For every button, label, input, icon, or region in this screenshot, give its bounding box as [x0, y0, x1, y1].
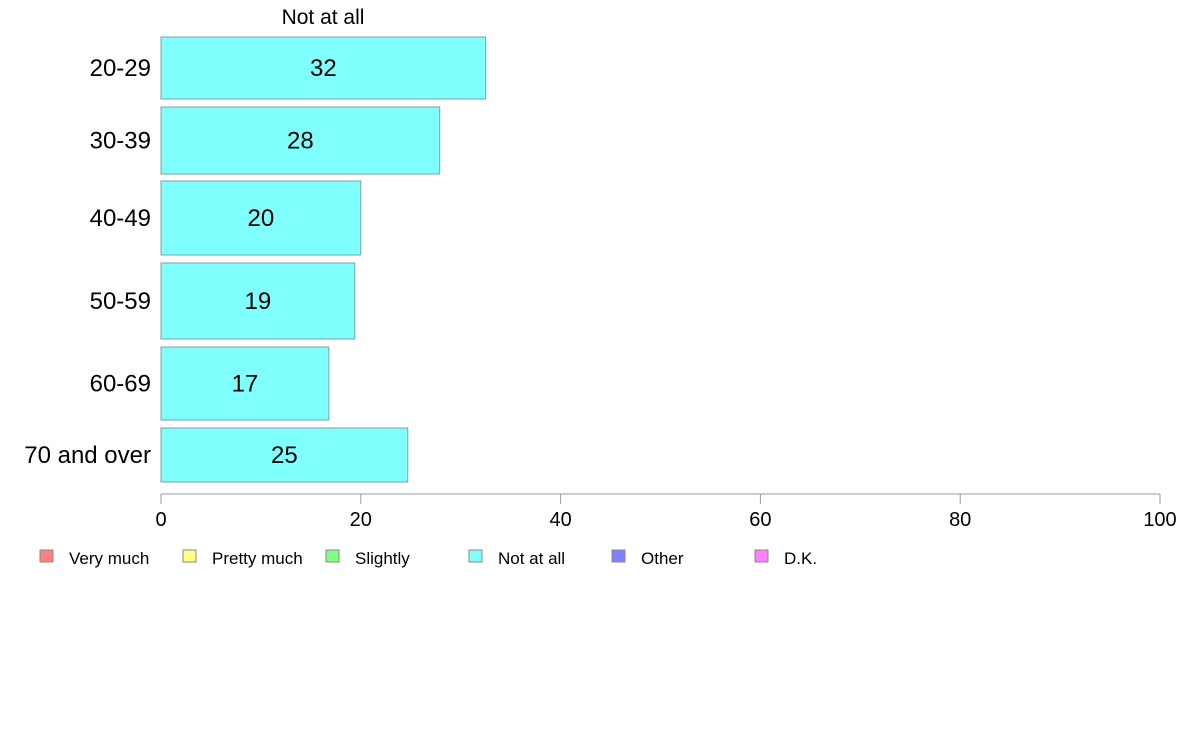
x-tick-label: 20 [350, 509, 372, 531]
legend-label: Slightly [355, 549, 410, 568]
legend-label: Very much [69, 549, 149, 568]
bar-value-label: 25 [271, 442, 298, 469]
legend-swatch [182, 549, 197, 563]
x-tick-label: 40 [549, 509, 571, 531]
x-tick-label: 60 [749, 509, 771, 531]
x-axis: 0 20 40 60 80 100 [155, 493, 1177, 531]
legend-swatch [468, 549, 483, 563]
category-label: 30-39 [90, 128, 151, 155]
bar-value-label: 32 [310, 55, 337, 82]
x-tick-label: 80 [949, 509, 971, 531]
legend-swatch [611, 549, 626, 563]
legend-label: Pretty much [212, 549, 303, 568]
bar-40-49 [160, 180, 362, 256]
bar-value-label: 20 [248, 205, 275, 232]
bars-group: 32 20-29 28 30-39 20 40-49 19 50-59 17 60-69 25 70 … [24, 36, 487, 483]
bar-50-59 [160, 262, 356, 340]
category-label: 70 and over [24, 442, 151, 469]
category-label: 60-69 [90, 371, 151, 398]
category-label: 50-59 [90, 288, 151, 315]
x-tick-label: 0 [155, 509, 166, 531]
legend-label: D.K. [784, 549, 817, 568]
category-label: 20-29 [90, 55, 151, 82]
legend-swatch [754, 549, 769, 563]
bar-20-29 [160, 36, 487, 100]
x-tick-label: 100 [1143, 509, 1176, 531]
bar-30-39 [160, 106, 441, 175]
bar-60-69 [160, 346, 330, 421]
category-label: 40-49 [90, 205, 151, 232]
bar-value-label: 17 [232, 371, 259, 398]
legend-swatch [325, 549, 340, 563]
legend: Very much Pretty much Slightly Not at all Ot… [39, 549, 817, 568]
bar-value-label: 19 [245, 288, 272, 315]
bar-70-and-over [160, 427, 409, 483]
legend-swatch [39, 549, 54, 563]
bar-value-label: 28 [287, 128, 314, 155]
legend-label: Not at all [498, 549, 565, 568]
series-title: Not at all [282, 6, 365, 29]
legend-label: Other [641, 549, 684, 568]
